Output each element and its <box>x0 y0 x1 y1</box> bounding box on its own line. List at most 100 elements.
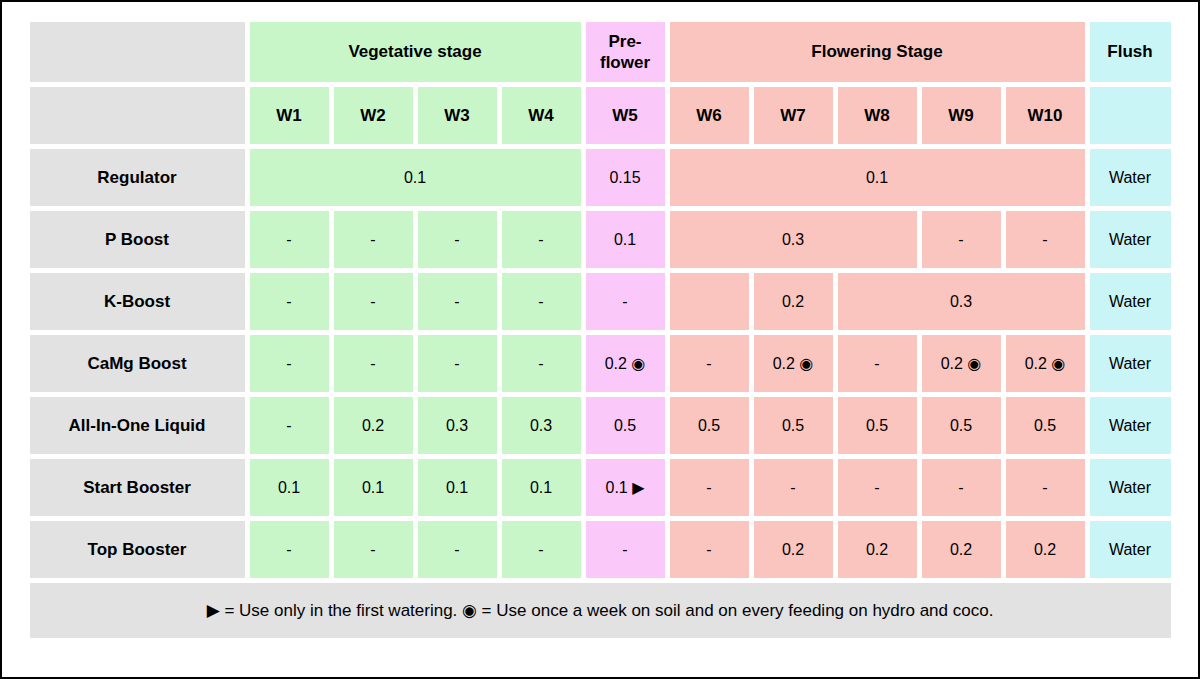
cell-p-boost-w9: - <box>922 211 1001 268</box>
cell-top-w1: - <box>250 521 329 578</box>
stage-header-flowering: Flowering Stage <box>670 22 1085 82</box>
row-label-all-in-one-liquid: All-In-One Liquid <box>30 397 245 454</box>
cell-camg-w8: - <box>838 335 917 392</box>
cell-camg-w10: 0.2 ◉ <box>1006 335 1085 392</box>
cell-camg-w3: - <box>418 335 497 392</box>
week-header-w8: W8 <box>838 87 917 144</box>
cell-top-w6: - <box>670 521 749 578</box>
week-header-w4: W4 <box>502 87 581 144</box>
row-label-regulator: Regulator <box>30 149 245 206</box>
cell-top-flush: Water <box>1090 521 1171 578</box>
legend-text: ▶ = Use only in the first watering. ◉ = … <box>30 583 1171 638</box>
week-header-w7: W7 <box>754 87 833 144</box>
cell-regulator-w5: 0.15 <box>586 149 665 206</box>
cell-aio-w1: - <box>250 397 329 454</box>
cell-p-boost-w4: - <box>502 211 581 268</box>
week-header-w1: W1 <box>250 87 329 144</box>
corner-cell <box>30 87 245 144</box>
cell-k-boost-flush: Water <box>1090 273 1171 330</box>
cell-k-boost-w1: - <box>250 273 329 330</box>
cell-camg-w1: - <box>250 335 329 392</box>
stage-header-vegetative: Vegetative stage <box>250 22 581 82</box>
week-header-w3: W3 <box>418 87 497 144</box>
cell-k-boost-w2: - <box>334 273 413 330</box>
cell-aio-w10: 0.5 <box>1006 397 1085 454</box>
row-top-booster: Top Booster - - - - - - 0.2 0.2 0.2 0.2 … <box>30 521 1171 578</box>
cell-aio-w7: 0.5 <box>754 397 833 454</box>
cell-start-w10: - <box>1006 459 1085 516</box>
cell-start-w5: 0.1 ▶ <box>586 459 665 516</box>
cell-aio-flush: Water <box>1090 397 1171 454</box>
cell-aio-w3: 0.3 <box>418 397 497 454</box>
week-header-flush-empty <box>1090 87 1171 144</box>
cell-start-w1: 0.1 <box>250 459 329 516</box>
cell-top-w2: - <box>334 521 413 578</box>
row-k-boost: K-Boost - - - - - 0.2 0.3 Water <box>30 273 1171 330</box>
cell-p-boost-w10: - <box>1006 211 1085 268</box>
stage-header-flush: Flush <box>1090 22 1171 82</box>
week-header-w2: W2 <box>334 87 413 144</box>
cell-p-boost-w6-w8: 0.3 <box>670 211 917 268</box>
cell-start-flush: Water <box>1090 459 1171 516</box>
cell-k-boost-w5: - <box>586 273 665 330</box>
cell-k-boost-w4: - <box>502 273 581 330</box>
stage-header-row: Vegetative stage Pre-flower Flowering St… <box>30 22 1171 82</box>
cell-aio-w5: 0.5 <box>586 397 665 454</box>
cell-start-w9: - <box>922 459 1001 516</box>
row-regulator: Regulator 0.1 0.15 0.1 Water <box>30 149 1171 206</box>
row-label-camg-boost: CaMg Boost <box>30 335 245 392</box>
row-label-p-boost: P Boost <box>30 211 245 268</box>
cell-camg-w6: - <box>670 335 749 392</box>
cell-k-boost-w7: 0.2 <box>754 273 833 330</box>
cell-start-w3: 0.1 <box>418 459 497 516</box>
cell-top-w7: 0.2 <box>754 521 833 578</box>
cell-start-w6: - <box>670 459 749 516</box>
cell-p-boost-w2: - <box>334 211 413 268</box>
cell-start-w2: 0.1 <box>334 459 413 516</box>
row-camg-boost: CaMg Boost - - - - 0.2 ◉ - 0.2 ◉ - 0.2 ◉… <box>30 335 1171 392</box>
cell-p-boost-w3: - <box>418 211 497 268</box>
row-all-in-one-liquid: All-In-One Liquid - 0.2 0.3 0.3 0.5 0.5 … <box>30 397 1171 454</box>
cell-top-w9: 0.2 <box>922 521 1001 578</box>
cell-top-w4: - <box>502 521 581 578</box>
cell-p-boost-w1: - <box>250 211 329 268</box>
cell-start-w4: 0.1 <box>502 459 581 516</box>
cell-aio-w6: 0.5 <box>670 397 749 454</box>
feeding-schedule-table: Vegetative stage Pre-flower Flowering St… <box>25 17 1176 643</box>
cell-top-w8: 0.2 <box>838 521 917 578</box>
cell-regulator-flowering: 0.1 <box>670 149 1085 206</box>
cell-start-w7: - <box>754 459 833 516</box>
cell-start-w8: - <box>838 459 917 516</box>
cell-regulator-flush: Water <box>1090 149 1171 206</box>
cell-aio-w9: 0.5 <box>922 397 1001 454</box>
legend-row: ▶ = Use only in the first watering. ◉ = … <box>30 583 1171 638</box>
row-start-booster: Start Booster 0.1 0.1 0.1 0.1 0.1 ▶ - - … <box>30 459 1171 516</box>
cell-k-boost-w8-w10: 0.3 <box>838 273 1085 330</box>
row-label-top-booster: Top Booster <box>30 521 245 578</box>
cell-top-w10: 0.2 <box>1006 521 1085 578</box>
cell-camg-w7: 0.2 ◉ <box>754 335 833 392</box>
cell-top-w5: - <box>586 521 665 578</box>
cell-aio-w8: 0.5 <box>838 397 917 454</box>
cell-aio-w4: 0.3 <box>502 397 581 454</box>
cell-camg-flush: Water <box>1090 335 1171 392</box>
week-header-w6: W6 <box>670 87 749 144</box>
row-label-start-booster: Start Booster <box>30 459 245 516</box>
cell-camg-w5: 0.2 ◉ <box>586 335 665 392</box>
cell-camg-w2: - <box>334 335 413 392</box>
cell-camg-w4: - <box>502 335 581 392</box>
stage-header-preflower: Pre-flower <box>586 22 665 82</box>
week-header-w5: W5 <box>586 87 665 144</box>
cell-aio-w2: 0.2 <box>334 397 413 454</box>
cell-k-boost-w3: - <box>418 273 497 330</box>
cell-top-w3: - <box>418 521 497 578</box>
row-label-k-boost: K-Boost <box>30 273 245 330</box>
week-header-w9: W9 <box>922 87 1001 144</box>
cell-camg-w9: 0.2 ◉ <box>922 335 1001 392</box>
week-header-w10: W10 <box>1006 87 1085 144</box>
row-p-boost: P Boost - - - - 0.1 0.3 - - Water <box>30 211 1171 268</box>
cell-regulator-veg: 0.1 <box>250 149 581 206</box>
feeding-chart-canvas: Vegetative stage Pre-flower Flowering St… <box>0 0 1200 679</box>
corner-cell <box>30 22 245 82</box>
cell-p-boost-w5: 0.1 <box>586 211 665 268</box>
